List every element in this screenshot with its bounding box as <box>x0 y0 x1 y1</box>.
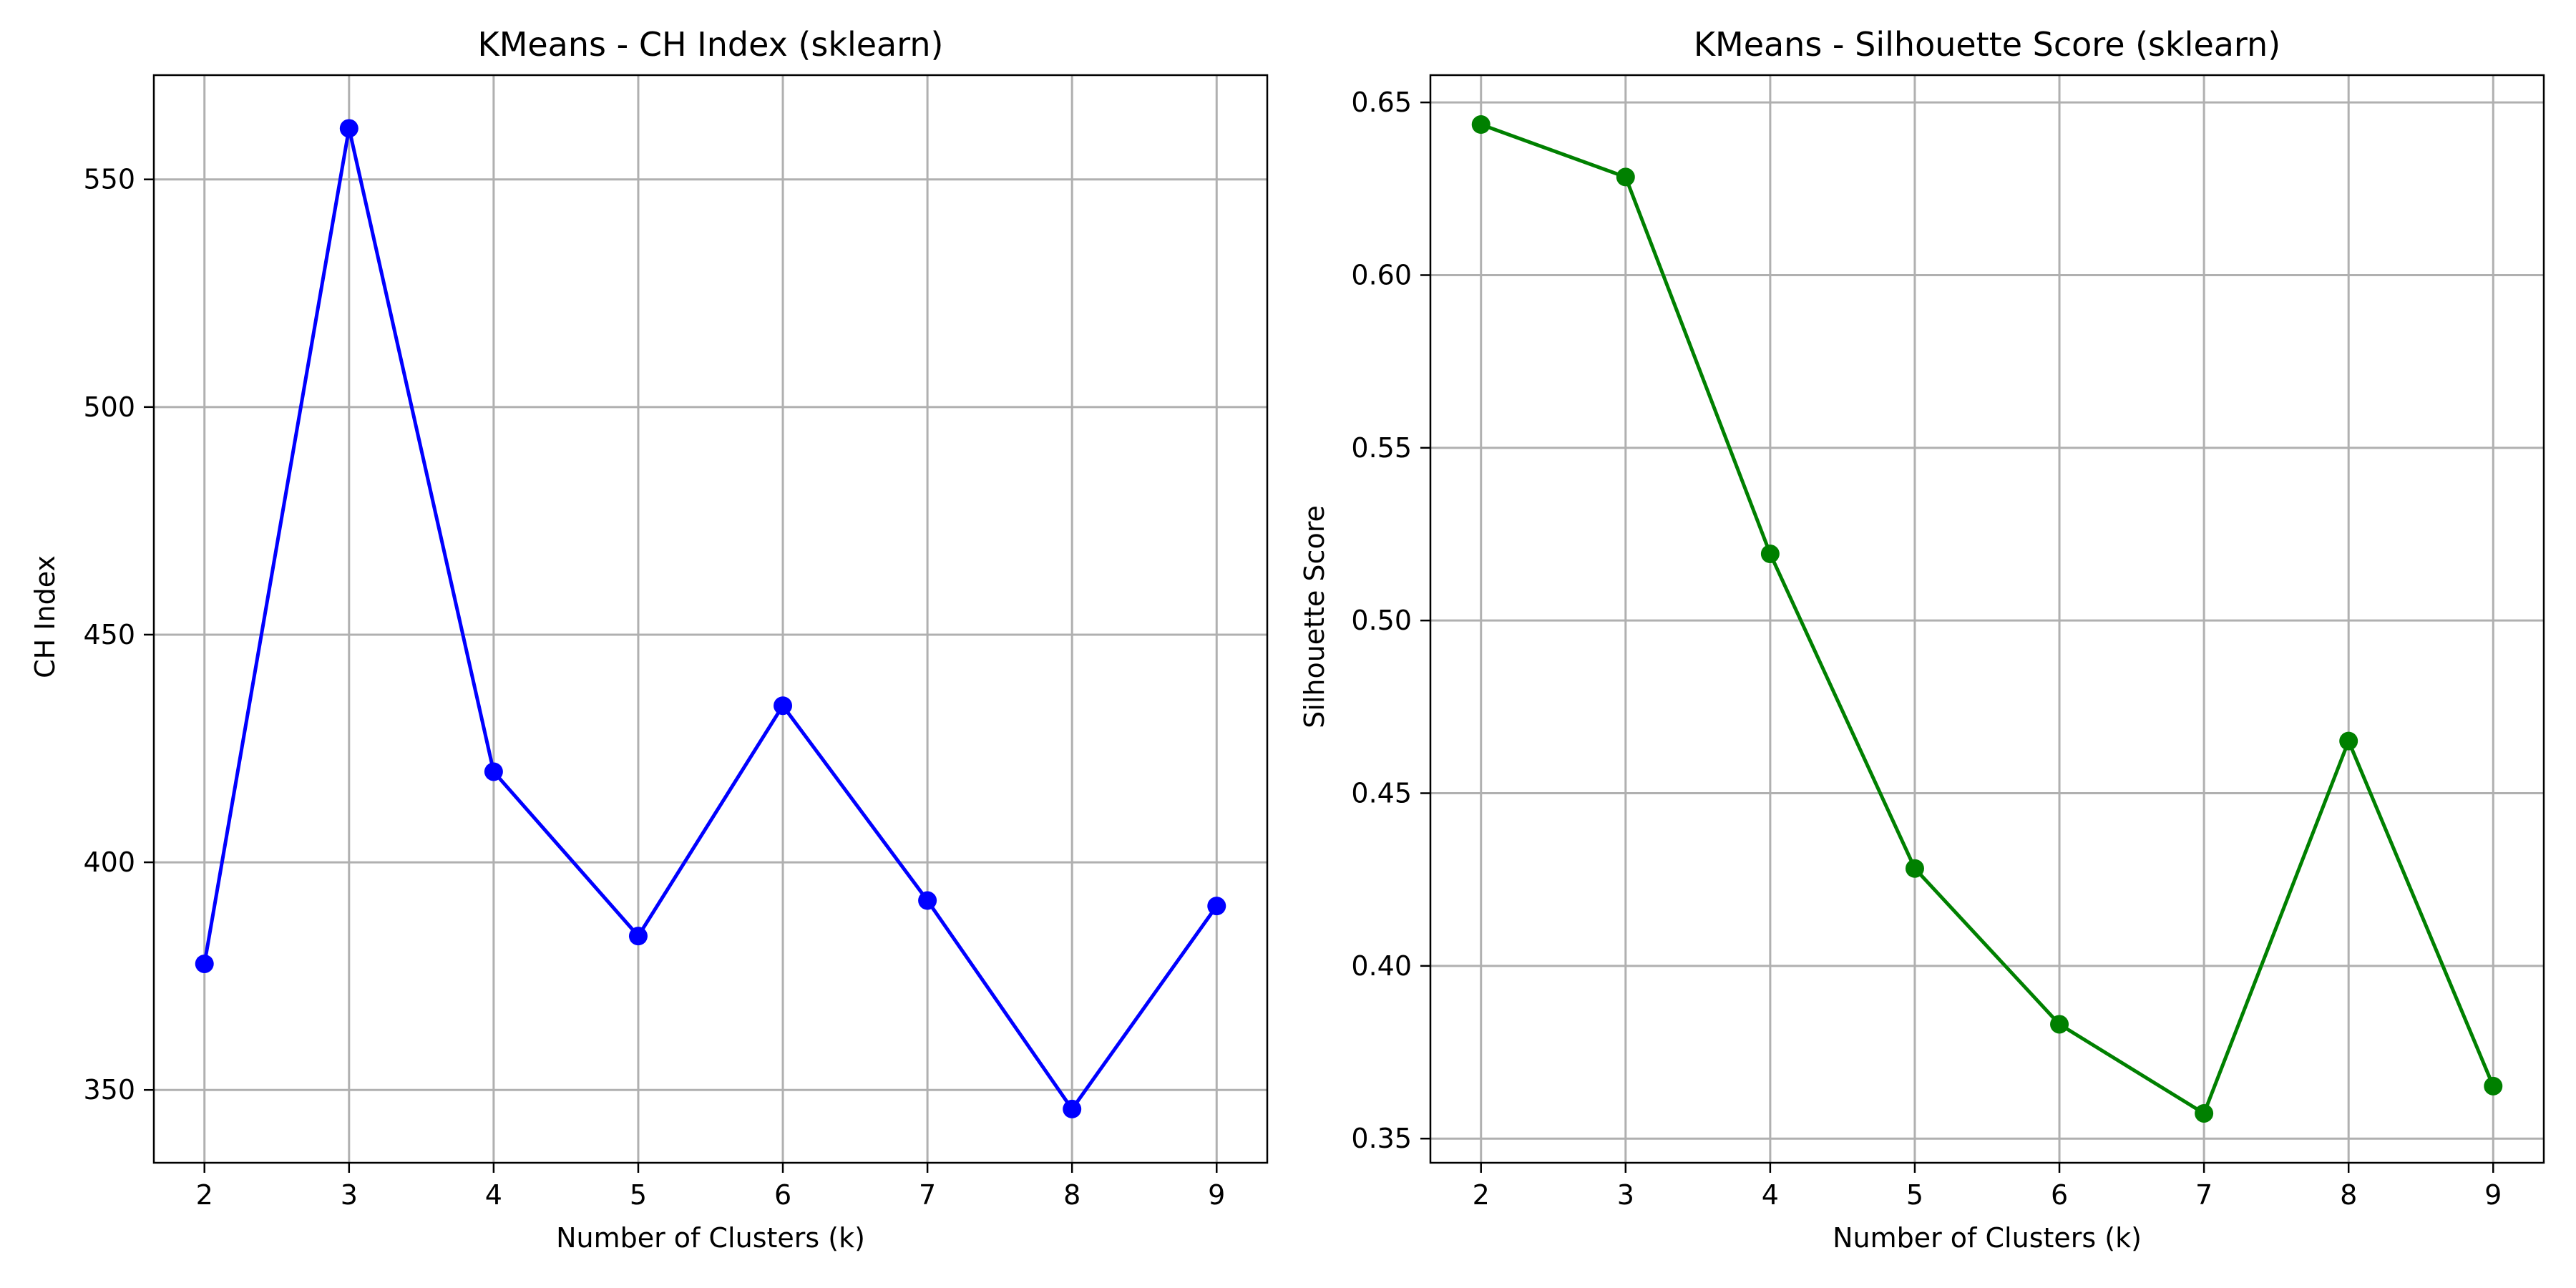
ch-index-data-point-k9 <box>1207 897 1226 916</box>
silhouette-y-tick-label: 0.55 <box>1351 432 1412 464</box>
ch-index-subplot: KMeans - CH Index (sklearn) Number of Cl… <box>29 25 1269 1254</box>
silhouette-x-tick-label: 6 <box>2051 1179 2068 1211</box>
ch-index-data-point-k6 <box>774 696 793 716</box>
silhouette-y-tick-label: 0.35 <box>1351 1123 1412 1154</box>
ch-index-y-axis-label: CH Index <box>29 555 61 678</box>
ch-index-series-line <box>202 126 1219 1111</box>
silhouette-data-point-k4 <box>1760 545 1780 564</box>
ch-index-y-tick-label: 550 <box>83 164 135 195</box>
silhouette-data-point-k2 <box>1471 115 1491 135</box>
silhouette-data-point-k6 <box>2050 1015 2069 1034</box>
silhouette-x-tick-label: 5 <box>1906 1179 1923 1211</box>
ch-index-plot-frame <box>152 74 1269 1164</box>
silhouette-y-tick-label: 0.50 <box>1351 605 1412 636</box>
silhouette-plot-frame <box>1429 74 2545 1164</box>
silhouette-series <box>1471 115 2503 1123</box>
silhouette-title: KMeans - Silhouette Score (sklearn) <box>1694 25 2280 64</box>
silhouette-subplot: KMeans - Silhouette Score (sklearn) Numb… <box>1299 25 2545 1254</box>
silhouette-y-tick-label: 0.40 <box>1351 950 1412 982</box>
silhouette-data-point-k8 <box>2339 731 2358 751</box>
ch-index-data-point-k4 <box>484 762 503 781</box>
silhouette-data-point-k7 <box>2195 1103 2214 1123</box>
silhouette-x-tick-label: 8 <box>2340 1179 2357 1211</box>
ch-index-y-tick-label: 450 <box>83 619 135 650</box>
ch-index-gridlines <box>154 75 1267 1163</box>
silhouette-x-tick-label: 4 <box>1762 1179 1779 1211</box>
ch-index-x-tick-label: 4 <box>485 1179 502 1211</box>
ch-index-data-point-k3 <box>339 119 358 138</box>
ch-index-x-tick-label: 6 <box>774 1179 791 1211</box>
ch-index-x-tick-label: 3 <box>341 1179 358 1211</box>
ch-index-x-tick-label: 5 <box>630 1179 647 1211</box>
ch-index-x-tick-label: 9 <box>1208 1179 1225 1211</box>
silhouette-gridlines <box>1430 75 2544 1163</box>
silhouette-x-tick-label: 2 <box>1473 1179 1490 1211</box>
ch-index-data-point-k5 <box>628 927 648 946</box>
silhouette-data-point-k5 <box>1905 859 1924 878</box>
silhouette-y-tick-label: 0.60 <box>1351 259 1412 291</box>
ch-index-y-tick-label: 350 <box>83 1074 135 1106</box>
ch-index-data-point-k7 <box>918 891 937 910</box>
silhouette-y-axis-label: Silhouette Score <box>1299 505 1330 728</box>
ch-index-ticks: 2 3 4 5 6 7 8 9 350 400 450 500 550 <box>83 164 1225 1211</box>
silhouette-x-axis-label: Number of Clusters (k) <box>1833 1222 2142 1254</box>
silhouette-ticks: 2 3 4 5 6 7 8 9 0.35 0.40 0.45 0.50 0.55 0.60 0.65 <box>1351 87 2502 1211</box>
ch-index-x-axis-label: Number of Clusters (k) <box>556 1222 865 1254</box>
silhouette-data-point-k9 <box>2484 1076 2503 1096</box>
ch-index-x-tick-label: 7 <box>919 1179 936 1211</box>
ch-index-data-point-k8 <box>1063 1099 1082 1118</box>
ch-index-x-tick-label: 2 <box>196 1179 213 1211</box>
ch-index-y-tick-label: 500 <box>83 391 135 423</box>
ch-index-y-tick-label: 400 <box>83 847 135 878</box>
silhouette-y-tick-label: 0.65 <box>1351 87 1412 118</box>
silhouette-data-point-k3 <box>1616 167 1635 187</box>
silhouette-y-tick-label: 0.45 <box>1351 778 1412 809</box>
ch-index-data-point-k2 <box>195 954 214 973</box>
silhouette-series-line <box>1478 122 2496 1116</box>
ch-index-x-tick-label: 8 <box>1063 1179 1080 1211</box>
ch-index-series <box>195 119 1226 1118</box>
silhouette-x-tick-label: 3 <box>1617 1179 1634 1211</box>
ch-index-title: KMeans - CH Index (sklearn) <box>478 25 944 64</box>
silhouette-x-tick-label: 9 <box>2484 1179 2502 1211</box>
silhouette-x-tick-label: 7 <box>2195 1179 2212 1211</box>
